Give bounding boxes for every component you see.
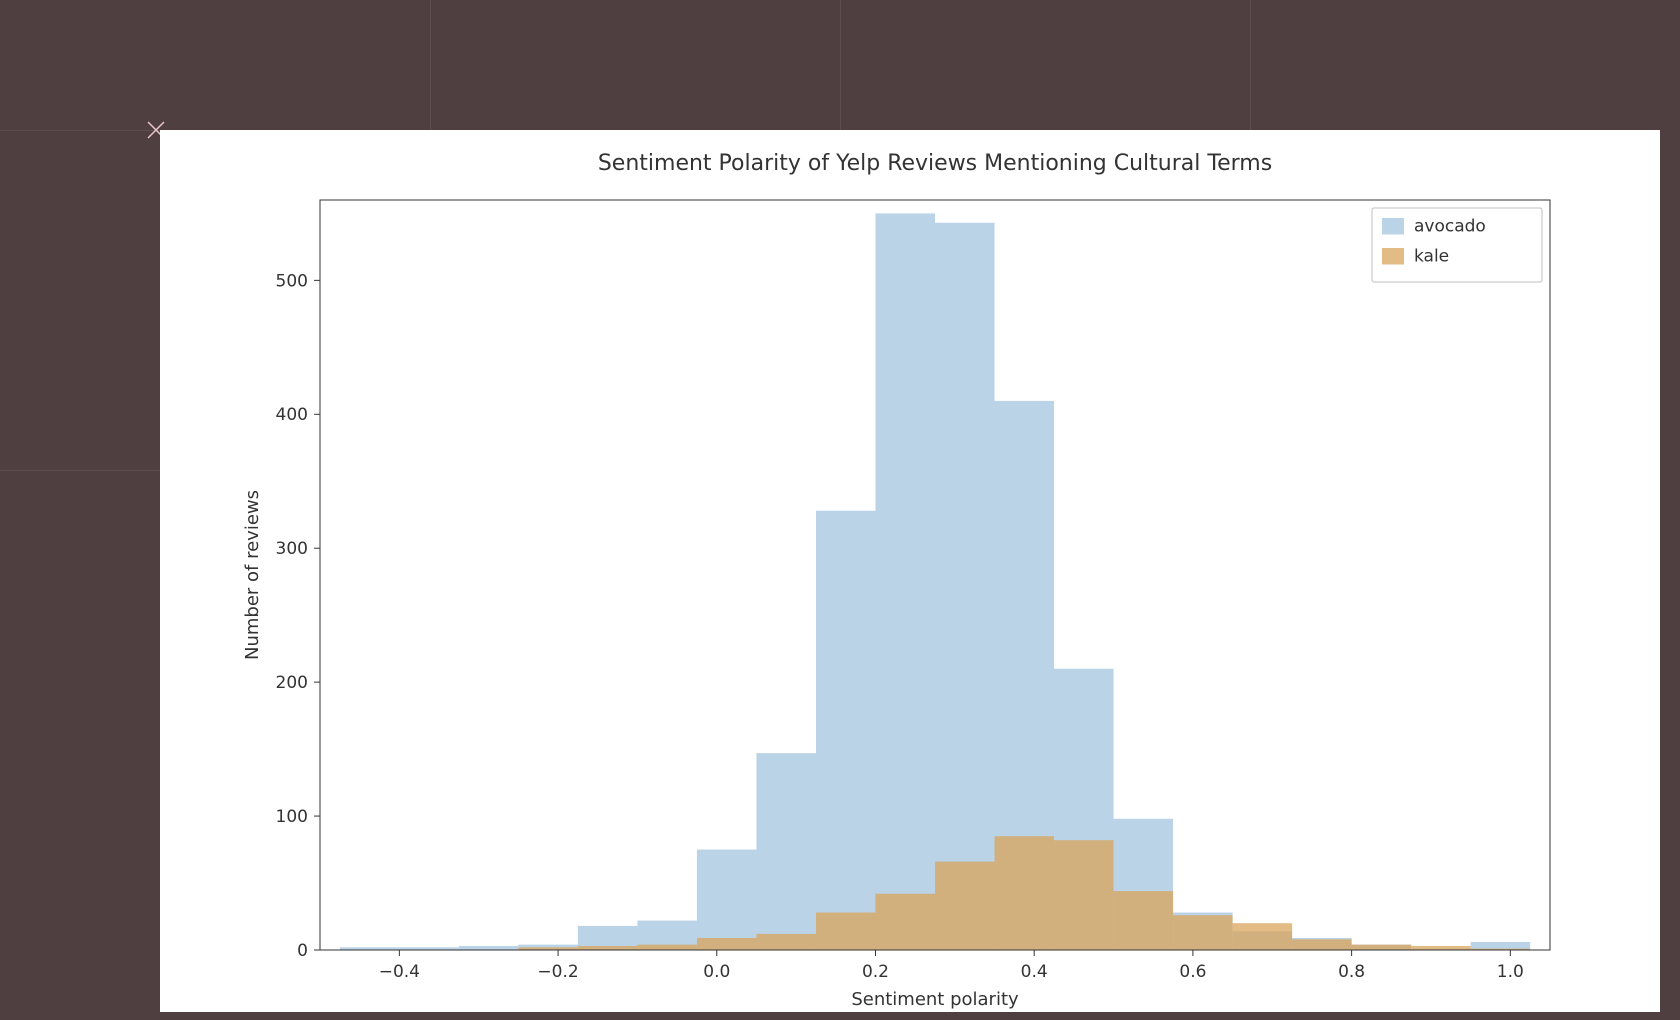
bar: [756, 934, 816, 950]
xtick-label: −0.2: [537, 962, 578, 982]
ytick-label: 0: [297, 941, 308, 961]
xtick-label: 0.8: [1338, 962, 1365, 982]
x-axis-label: Sentiment polarity: [851, 989, 1019, 1010]
legend-swatch: [1382, 218, 1404, 235]
ytick-label: 300: [276, 539, 308, 559]
y-axis-label: Number of reviews: [242, 490, 263, 660]
chart-card: −0.4 −0.2 0.0 0.2 0.4 0.6 0.8 1.0 0 100 200 300 400 5…: [160, 130, 1660, 1012]
legend-label: avocado: [1414, 217, 1486, 237]
bg-hgrid: [0, 470, 160, 471]
page-background: −0.4 −0.2 0.0 0.2 0.4 0.6 0.8 1.0 0 100 200 300 400 5…: [0, 0, 1680, 1020]
bar: [935, 862, 995, 950]
bar: [697, 850, 757, 950]
bar: [1114, 891, 1174, 950]
bg-vgrid: [840, 0, 841, 130]
bg-hgrid: [0, 130, 160, 131]
bar: [935, 223, 995, 950]
bar: [697, 938, 757, 950]
bar: [1352, 945, 1412, 950]
ytick-label: 100: [276, 807, 308, 827]
bar: [1054, 840, 1114, 950]
bar: [995, 836, 1055, 950]
bar: [1411, 946, 1471, 950]
bar: [756, 753, 816, 950]
ytick-label: 200: [276, 673, 308, 693]
ytick-label: 400: [276, 405, 308, 425]
bar: [875, 213, 935, 950]
xtick-label: 1.0: [1497, 962, 1524, 982]
xtick-label: 0.2: [862, 962, 889, 982]
bg-vgrid: [1250, 0, 1251, 130]
xtick-label: 0.0: [703, 962, 730, 982]
bar: [1233, 923, 1293, 950]
legend: avocado kale: [1372, 208, 1542, 282]
ytick-label: 500: [276, 271, 308, 291]
bar: [637, 945, 697, 950]
bar: [1173, 915, 1233, 950]
bar: [875, 894, 935, 950]
xtick-label: 0.6: [1179, 962, 1206, 982]
legend-swatch: [1382, 248, 1404, 265]
chart-title: Sentiment Polarity of Yelp Reviews Menti…: [598, 151, 1272, 176]
bar: [578, 946, 638, 950]
bar: [1292, 939, 1352, 950]
xtick-label: −0.4: [379, 962, 420, 982]
bar: [459, 946, 519, 950]
bar: [816, 511, 876, 950]
bar: [816, 913, 876, 951]
xtick-label: 0.4: [1021, 962, 1048, 982]
legend-label: kale: [1414, 247, 1449, 267]
histogram-chart: −0.4 −0.2 0.0 0.2 0.4 0.6 0.8 1.0 0 100 200 300 400 5…: [160, 130, 1660, 1012]
